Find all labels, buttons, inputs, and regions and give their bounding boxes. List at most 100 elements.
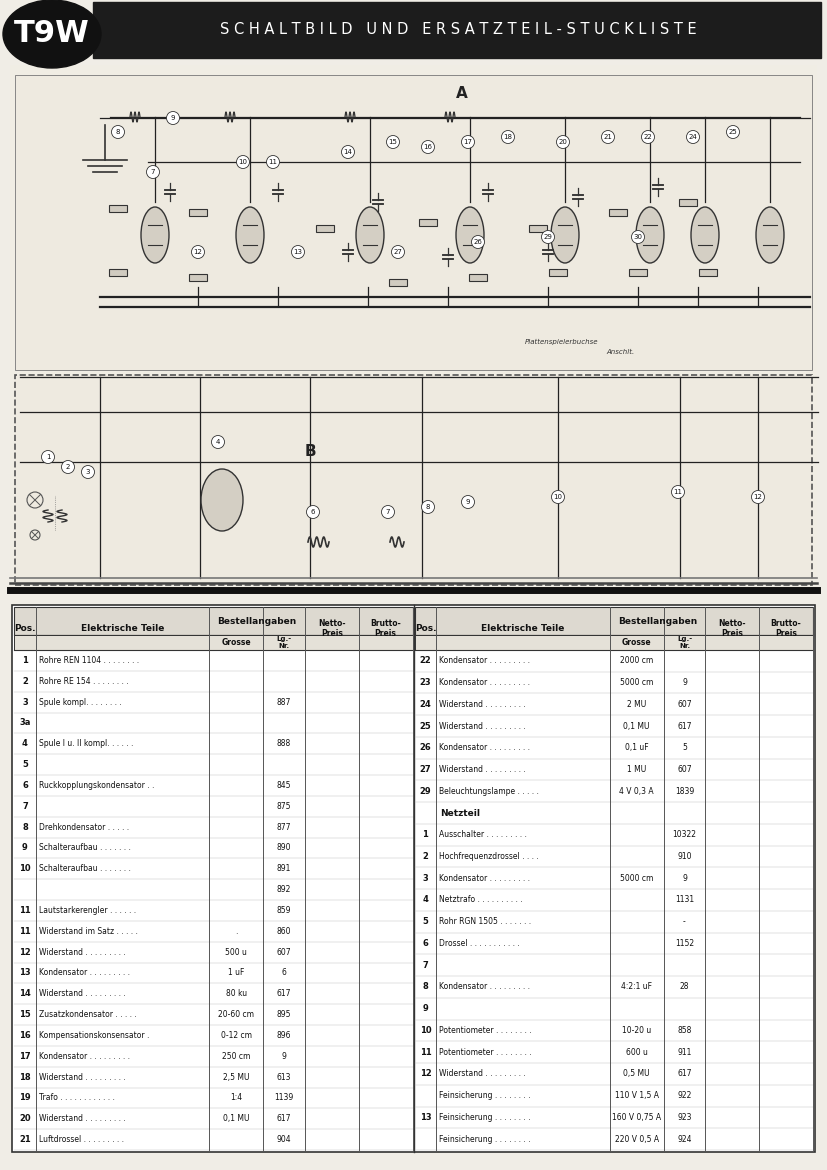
Text: 877: 877: [277, 823, 291, 832]
Text: 30: 30: [633, 234, 643, 240]
Text: 11: 11: [673, 489, 682, 495]
Text: 617: 617: [677, 1069, 691, 1079]
Text: Kondensator . . . . . . . . .: Kondensator . . . . . . . . .: [439, 679, 530, 687]
Circle shape: [212, 435, 224, 448]
Text: 12: 12: [419, 1069, 432, 1079]
Text: A: A: [457, 85, 468, 101]
Text: 500 u: 500 u: [225, 948, 247, 957]
Text: 27: 27: [394, 249, 403, 255]
Text: 20: 20: [558, 139, 567, 145]
Text: Widerstand . . . . . . . . .: Widerstand . . . . . . . . .: [439, 700, 526, 709]
Text: 12: 12: [19, 948, 31, 957]
Bar: [12, 605, 815, 1152]
Text: 888: 888: [277, 739, 291, 749]
Text: Kondensator . . . . . . . . .: Kondensator . . . . . . . . .: [439, 983, 530, 991]
Text: 1:4: 1:4: [230, 1094, 242, 1102]
Circle shape: [642, 131, 654, 144]
Text: 25: 25: [729, 129, 738, 135]
Circle shape: [342, 145, 355, 158]
Text: Feinsicherung . . . . . . . .: Feinsicherung . . . . . . . .: [439, 1092, 531, 1100]
Text: 11: 11: [269, 159, 278, 165]
Text: Widerstand . . . . . . . . .: Widerstand . . . . . . . . .: [439, 765, 526, 775]
Text: 23: 23: [419, 679, 431, 687]
Text: 5: 5: [682, 743, 687, 752]
Text: S C H A L T B I L D   U N D   E R S A T Z T E I L - S T U C K L I S T E: S C H A L T B I L D U N D E R S A T Z T …: [220, 21, 696, 36]
Text: 860: 860: [277, 927, 291, 936]
Ellipse shape: [756, 207, 784, 263]
Text: Kompensationskonsensator .: Kompensationskonsensator .: [39, 1031, 150, 1040]
Text: 14: 14: [19, 990, 31, 998]
Bar: [414, 635, 813, 651]
Text: 613: 613: [277, 1073, 291, 1081]
Circle shape: [381, 505, 394, 518]
Text: Drehkondensator . . . . .: Drehkondensator . . . . .: [39, 823, 129, 832]
Text: Netztrafo . . . . . . . . . .: Netztrafo . . . . . . . . . .: [439, 895, 523, 904]
Text: Ruckkopplungskondensator . .: Ruckkopplungskondensator . .: [39, 780, 155, 790]
Text: 845: 845: [277, 780, 291, 790]
Text: 1 uF: 1 uF: [228, 969, 244, 977]
Circle shape: [237, 156, 250, 168]
Text: 20-60 cm: 20-60 cm: [218, 1010, 254, 1019]
Text: 0,1 uF: 0,1 uF: [625, 743, 648, 752]
Text: 9: 9: [423, 1004, 428, 1013]
Text: 6: 6: [281, 969, 286, 977]
Text: 4: 4: [216, 439, 220, 445]
Text: Luftdrossel . . . . . . . . .: Luftdrossel . . . . . . . . .: [39, 1135, 124, 1144]
Text: 896: 896: [277, 1031, 291, 1040]
Text: Anschlt.: Anschlt.: [606, 349, 634, 355]
Text: Hochfrequenzdrossel . . . .: Hochfrequenzdrossel . . . .: [439, 852, 539, 861]
Ellipse shape: [356, 207, 384, 263]
Text: 2: 2: [423, 852, 428, 861]
Text: 250 cm: 250 cm: [222, 1052, 251, 1061]
Bar: [414, 607, 813, 635]
Text: Widerstand im Satz . . . . .: Widerstand im Satz . . . . .: [39, 927, 138, 936]
Text: Ausschalter . . . . . . . . .: Ausschalter . . . . . . . . .: [439, 831, 528, 839]
Circle shape: [752, 490, 764, 503]
Text: 29: 29: [543, 234, 552, 240]
Circle shape: [471, 235, 485, 248]
Bar: [109, 268, 127, 275]
Circle shape: [166, 111, 179, 124]
Text: ..: ..: [811, 0, 817, 11]
Text: 14: 14: [343, 149, 352, 154]
Circle shape: [61, 461, 74, 474]
Text: 2 MU: 2 MU: [627, 700, 646, 709]
Bar: [609, 208, 627, 215]
Text: 4: 4: [22, 739, 28, 749]
Text: 80 ku: 80 ku: [226, 990, 246, 998]
Text: 5000 cm: 5000 cm: [620, 679, 653, 687]
Text: Schalteraufbau . . . . . . .: Schalteraufbau . . . . . . .: [39, 865, 131, 873]
Text: 8: 8: [116, 129, 120, 135]
Text: 18: 18: [19, 1073, 31, 1081]
Text: Kondensator . . . . . . . . .: Kondensator . . . . . . . . .: [439, 743, 530, 752]
Text: Widerstand . . . . . . . . .: Widerstand . . . . . . . . .: [39, 1073, 126, 1081]
Text: 891: 891: [277, 865, 291, 873]
Text: 26: 26: [419, 743, 432, 752]
Text: 5: 5: [22, 760, 28, 769]
Text: Feinsicherung . . . . . . . .: Feinsicherung . . . . . . . .: [439, 1135, 531, 1143]
Text: 25: 25: [419, 722, 432, 730]
Circle shape: [557, 136, 570, 149]
Text: 21: 21: [19, 1135, 31, 1144]
Text: Grosse: Grosse: [622, 638, 652, 647]
Ellipse shape: [3, 0, 101, 68]
Text: Widerstand . . . . . . . . .: Widerstand . . . . . . . . .: [439, 1069, 526, 1079]
Circle shape: [542, 230, 554, 243]
Text: 924: 924: [677, 1135, 691, 1143]
Circle shape: [672, 486, 685, 498]
Text: 10322: 10322: [672, 831, 696, 839]
Text: 887: 887: [277, 697, 291, 707]
Text: Trafo . . . . . . . . . . . .: Trafo . . . . . . . . . . . .: [39, 1094, 115, 1102]
Text: 6: 6: [423, 940, 428, 948]
Text: Kondensator . . . . . . . . .: Kondensator . . . . . . . . .: [439, 874, 530, 882]
Circle shape: [422, 140, 434, 153]
Text: 8: 8: [426, 504, 430, 510]
Text: Elektrische Teile: Elektrische Teile: [481, 624, 565, 633]
Text: 9: 9: [22, 844, 28, 853]
Text: 922: 922: [677, 1092, 691, 1100]
Text: 4: 4: [423, 895, 428, 904]
Text: 1: 1: [22, 656, 28, 665]
Circle shape: [307, 505, 319, 518]
Text: 160 V 0,75 A: 160 V 0,75 A: [612, 1113, 662, 1122]
Text: Spule I u. II kompl. . . . . .: Spule I u. II kompl. . . . . .: [39, 739, 133, 749]
